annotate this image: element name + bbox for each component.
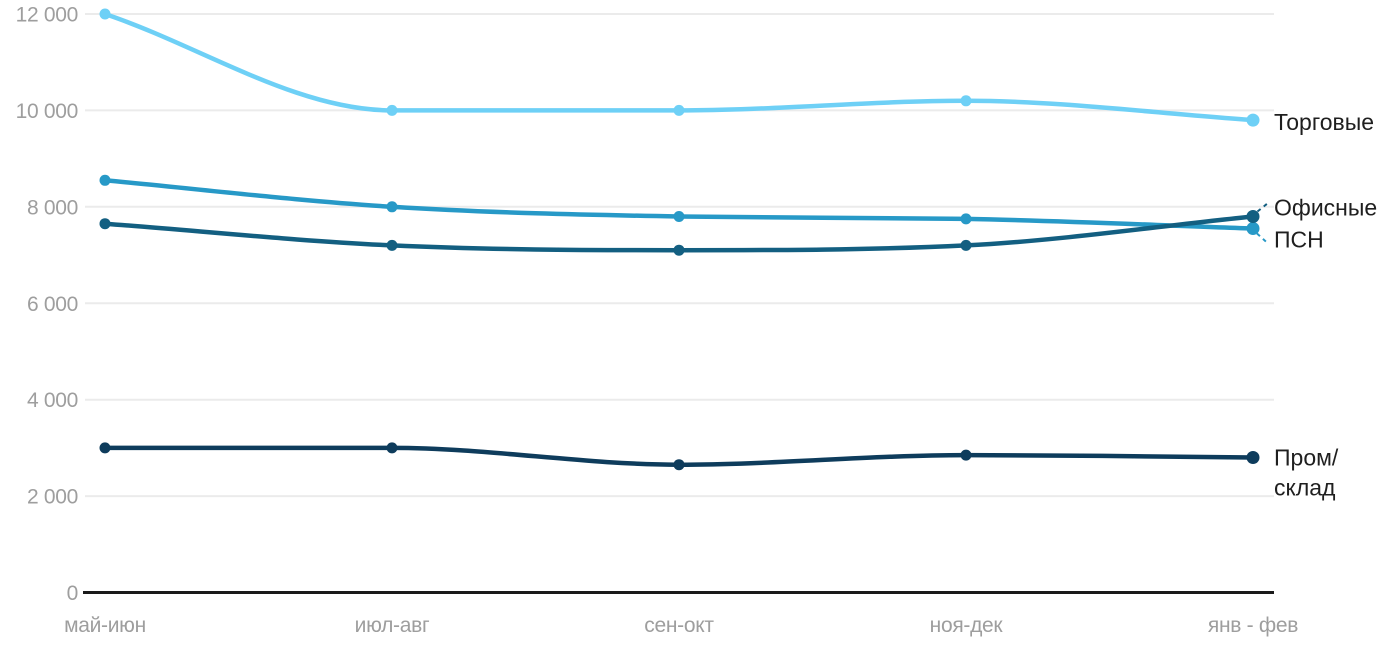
y-tick-label-4000: 4 000 xyxy=(27,389,78,412)
data-point-torgovye-0 xyxy=(99,8,111,20)
y-tick-label-12000: 12 000 xyxy=(16,4,78,27)
series-label-ofisnye: Офисные xyxy=(1274,195,1377,221)
x-tick-label-0: май-июн xyxy=(64,614,146,637)
data-point-prom-sklad-4 xyxy=(1246,451,1260,464)
data-point-prom-sklad-2 xyxy=(673,459,685,471)
data-point-ofisnye-3 xyxy=(960,239,972,251)
series-line-torgovye xyxy=(102,11,1256,123)
data-point-torgovye-4 xyxy=(1246,113,1260,127)
x-tick-label-3: ноя-дек xyxy=(930,614,1004,637)
data-point-prom-sklad-1 xyxy=(386,442,398,454)
label-leader-psn xyxy=(1256,232,1269,245)
data-point-psn-4 xyxy=(1246,222,1260,235)
y-tick-label-6000: 6 000 xyxy=(27,293,78,316)
y-tick-label-0: 0 xyxy=(67,582,78,605)
x-tick-label-4: янв - фев xyxy=(1208,614,1298,637)
data-point-psn-2 xyxy=(673,211,685,222)
data-point-ofisnye-0 xyxy=(99,218,111,230)
data-point-psn-3 xyxy=(960,213,972,225)
data-point-torgovye-1 xyxy=(386,104,398,116)
data-point-torgovye-3 xyxy=(960,95,972,107)
data-point-ofisnye-2 xyxy=(673,244,685,256)
y-tick-label-8000: 8 000 xyxy=(27,196,78,219)
y-tick-label-2000: 2 000 xyxy=(27,486,78,509)
series-label-prom-sklad-line2: склад xyxy=(1274,475,1336,501)
label-leader-ofisnye xyxy=(1256,202,1269,213)
data-point-ofisnye-4 xyxy=(1246,210,1260,223)
series-label-psn: ПСН xyxy=(1274,227,1324,253)
data-point-psn-0 xyxy=(99,174,111,186)
data-point-ofisnye-1 xyxy=(386,239,398,251)
x-tick-label-1: июл-авг xyxy=(355,614,430,637)
series-label-torgovye: Торговые xyxy=(1274,109,1374,135)
data-point-psn-1 xyxy=(386,201,398,213)
data-point-torgovye-2 xyxy=(673,104,685,116)
data-point-prom-sklad-0 xyxy=(99,442,111,454)
y-tick-label-10000: 10 000 xyxy=(16,100,78,123)
series-label-prom-sklad-line1: Пром/ xyxy=(1274,445,1339,471)
data-point-prom-sklad-3 xyxy=(960,449,972,461)
x-tick-label-2: сен-окт xyxy=(644,614,714,637)
